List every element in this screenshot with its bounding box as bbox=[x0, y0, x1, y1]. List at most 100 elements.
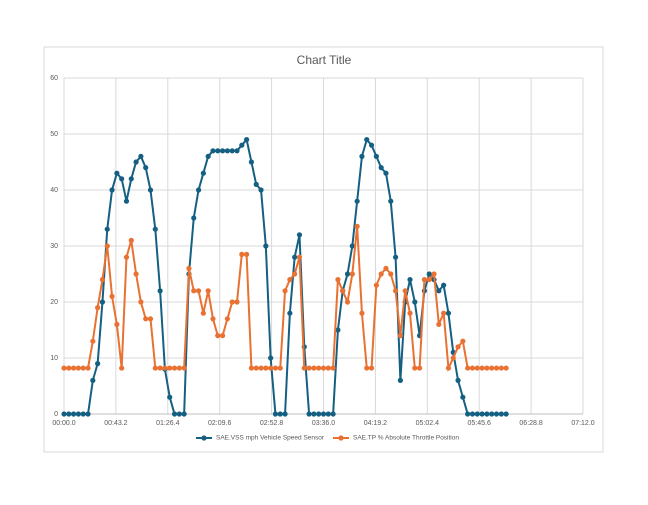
data-point bbox=[75, 365, 82, 371]
legend-marker bbox=[201, 435, 207, 441]
data-point bbox=[373, 282, 379, 288]
data-point bbox=[325, 411, 331, 417]
data-point bbox=[431, 271, 437, 277]
data-point bbox=[368, 142, 375, 148]
data-point bbox=[373, 153, 379, 159]
x-tick-label: 00:43.2 bbox=[104, 420, 127, 427]
data-point bbox=[469, 365, 476, 371]
data-point bbox=[167, 394, 173, 400]
data-point bbox=[378, 165, 384, 171]
data-point bbox=[147, 316, 154, 322]
data-point bbox=[330, 365, 336, 371]
data-point bbox=[71, 411, 77, 417]
data-point bbox=[489, 365, 495, 371]
data-point bbox=[301, 365, 307, 371]
data-point bbox=[306, 365, 312, 371]
data-point bbox=[66, 365, 72, 371]
data-point bbox=[292, 271, 298, 277]
data-point bbox=[80, 411, 86, 417]
data-point bbox=[114, 321, 120, 327]
data-point bbox=[397, 377, 403, 383]
data-point bbox=[445, 365, 452, 371]
data-point bbox=[128, 237, 134, 243]
data-point bbox=[354, 223, 360, 229]
x-tick-label: 06:28.8 bbox=[519, 420, 542, 427]
data-point bbox=[311, 411, 317, 417]
data-point bbox=[205, 153, 211, 159]
data-point bbox=[244, 251, 250, 257]
data-point bbox=[277, 411, 283, 417]
data-point bbox=[489, 411, 495, 417]
data-point bbox=[167, 365, 173, 371]
data-point bbox=[392, 254, 399, 260]
data-point bbox=[412, 365, 418, 371]
data-point bbox=[61, 365, 67, 371]
x-tick-label: 04:19.2 bbox=[364, 420, 387, 427]
data-point bbox=[239, 251, 245, 257]
data-point bbox=[272, 365, 279, 371]
data-point bbox=[119, 176, 125, 182]
data-point bbox=[138, 299, 144, 305]
data-point bbox=[292, 254, 298, 260]
data-point bbox=[181, 365, 187, 371]
data-point bbox=[383, 265, 389, 271]
data-point bbox=[224, 148, 230, 154]
data-point bbox=[71, 365, 77, 371]
data-point bbox=[200, 170, 206, 176]
data-point bbox=[114, 170, 120, 176]
x-tick-label: 02:09.6 bbox=[208, 420, 231, 427]
data-point bbox=[412, 299, 418, 305]
data-point bbox=[469, 411, 476, 417]
data-point bbox=[316, 365, 322, 371]
data-point bbox=[195, 187, 202, 193]
data-point bbox=[258, 365, 264, 371]
data-point bbox=[484, 411, 490, 417]
data-point bbox=[191, 288, 197, 294]
data-point bbox=[244, 137, 250, 143]
data-point bbox=[171, 411, 178, 417]
data-point bbox=[253, 365, 259, 371]
x-tick-label: 02:52.8 bbox=[260, 420, 283, 427]
data-point bbox=[195, 288, 202, 294]
data-point bbox=[268, 365, 274, 371]
data-point bbox=[364, 365, 370, 371]
data-point bbox=[123, 254, 130, 260]
data-point bbox=[498, 365, 504, 371]
data-point bbox=[349, 271, 355, 277]
data-point bbox=[282, 288, 288, 294]
data-point bbox=[493, 365, 500, 371]
data-point bbox=[359, 153, 365, 159]
data-point bbox=[417, 365, 423, 371]
data-point bbox=[162, 365, 168, 371]
data-point bbox=[344, 299, 351, 305]
chart-title: Chart Title bbox=[297, 53, 352, 67]
data-point bbox=[503, 411, 509, 417]
data-point bbox=[335, 327, 341, 333]
data-point bbox=[200, 310, 206, 316]
data-point bbox=[85, 365, 91, 371]
data-point bbox=[75, 411, 82, 417]
data-point bbox=[306, 411, 312, 417]
data-point bbox=[460, 394, 466, 400]
legend-label: SAE.VSS mph Vehicle Speed Sensor bbox=[216, 435, 325, 442]
data-point bbox=[474, 411, 480, 417]
data-point bbox=[498, 411, 504, 417]
data-point bbox=[90, 377, 96, 383]
data-point bbox=[436, 321, 442, 327]
data-point bbox=[316, 411, 322, 417]
y-tick-label: 40 bbox=[50, 187, 58, 194]
x-tick-label: 05:02.4 bbox=[416, 420, 439, 427]
data-point bbox=[128, 176, 134, 182]
data-point bbox=[61, 411, 67, 417]
data-point bbox=[277, 365, 283, 371]
data-point bbox=[191, 215, 197, 221]
data-point bbox=[320, 365, 327, 371]
data-point bbox=[383, 170, 389, 176]
data-point bbox=[224, 316, 230, 322]
data-point bbox=[80, 365, 86, 371]
data-point bbox=[176, 411, 182, 417]
data-point bbox=[152, 365, 158, 371]
data-point bbox=[143, 165, 149, 171]
data-point bbox=[441, 282, 447, 288]
